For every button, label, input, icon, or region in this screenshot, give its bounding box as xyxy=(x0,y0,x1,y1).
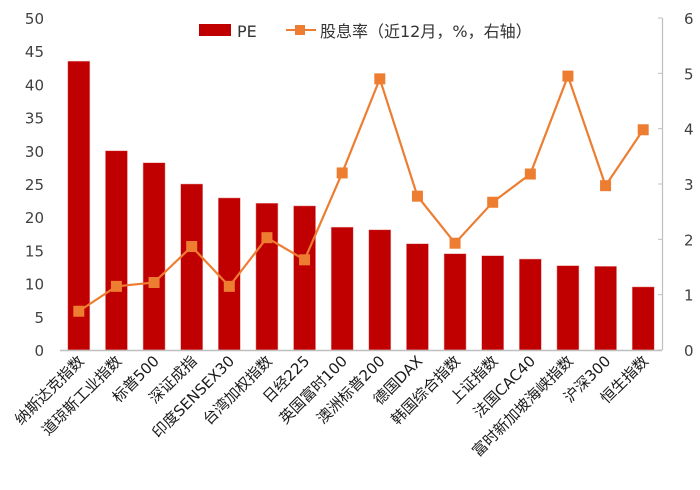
left-axis-tick-label: 35 xyxy=(25,110,44,128)
pe-bar xyxy=(180,183,203,351)
pe-bars xyxy=(67,60,655,351)
pe-bar xyxy=(255,203,279,351)
dividend-yield-line xyxy=(73,70,649,317)
pe-bar xyxy=(519,258,542,351)
dividend-yield-marker xyxy=(299,254,311,266)
left-axis-tick-label: 25 xyxy=(25,176,44,194)
right-axis-tick-label: 1 xyxy=(684,287,694,305)
dividend-yield-polyline xyxy=(78,72,645,313)
left-axis-tick-label: 0 xyxy=(34,342,44,360)
left-axis-tick-label: 40 xyxy=(25,76,44,94)
dividend-yield-marker xyxy=(223,280,235,292)
pe-bar xyxy=(218,197,241,351)
dividend-yield-marker xyxy=(449,237,461,249)
dividend-yield-marker xyxy=(524,168,536,180)
dividend-yield-marker xyxy=(261,232,273,244)
right-axis-tick-label: 0 xyxy=(684,342,694,360)
pe-bar xyxy=(594,266,617,351)
pe-bar xyxy=(105,150,128,351)
pe-bar xyxy=(368,229,392,351)
right-axis-tick-label: 6 xyxy=(684,10,694,28)
right-axis-tick-label: 4 xyxy=(684,121,694,139)
pe-bar xyxy=(631,286,655,351)
legend-yield-marker-icon xyxy=(295,25,305,35)
left-axis-tick-label: 5 xyxy=(34,309,44,327)
pe-bar xyxy=(481,255,504,351)
x-axis-labels: 纳斯达克指数道琼斯工业指数标普500深证成指印度SENSEX30台湾加权指数日经… xyxy=(11,352,652,460)
left-axis-tick-label: 15 xyxy=(25,242,44,260)
dividend-yield-marker xyxy=(637,124,649,136)
legend-yield-label: 股息率（近12月，%，右轴） xyxy=(320,22,532,41)
left-y-axis: 0 5 10 15 20 25 30 35 40 45 50 xyxy=(25,10,44,360)
right-axis-tick-label: 3 xyxy=(684,176,694,194)
dividend-yield-marker xyxy=(374,73,386,85)
left-axis-tick-label: 30 xyxy=(25,143,44,161)
pe-bar xyxy=(406,243,429,351)
legend-pe-label: PE xyxy=(237,22,257,41)
right-axis-tick-label: 2 xyxy=(684,231,694,249)
left-axis-tick-label: 45 xyxy=(25,43,44,61)
dividend-yield-marker xyxy=(411,190,423,202)
dividend-yield-marker xyxy=(148,276,160,288)
pe-bar xyxy=(556,265,580,351)
left-axis-tick-label: 10 xyxy=(25,276,44,294)
left-axis-tick-label: 50 xyxy=(25,10,44,28)
dividend-yield-marker xyxy=(73,305,85,317)
pe-bar xyxy=(142,162,166,351)
dividend-yield-marker xyxy=(186,241,198,253)
legend: PE 股息率（近12月，%，右轴） xyxy=(199,22,532,41)
right-y-axis: 0 1 2 3 4 5 6 xyxy=(658,10,694,360)
dividend-yield-marker xyxy=(600,180,612,192)
dividend-yield-marker xyxy=(562,70,574,82)
pe-bar xyxy=(293,205,316,351)
pe-bar xyxy=(443,253,467,351)
legend-pe-swatch xyxy=(199,24,231,36)
right-axis-tick-label: 5 xyxy=(684,65,694,83)
dividend-yield-marker xyxy=(110,280,122,292)
dividend-yield-marker xyxy=(336,167,348,179)
left-axis-tick-label: 20 xyxy=(25,209,44,227)
pe-bar xyxy=(330,226,354,351)
dividend-yield-marker xyxy=(487,196,499,208)
